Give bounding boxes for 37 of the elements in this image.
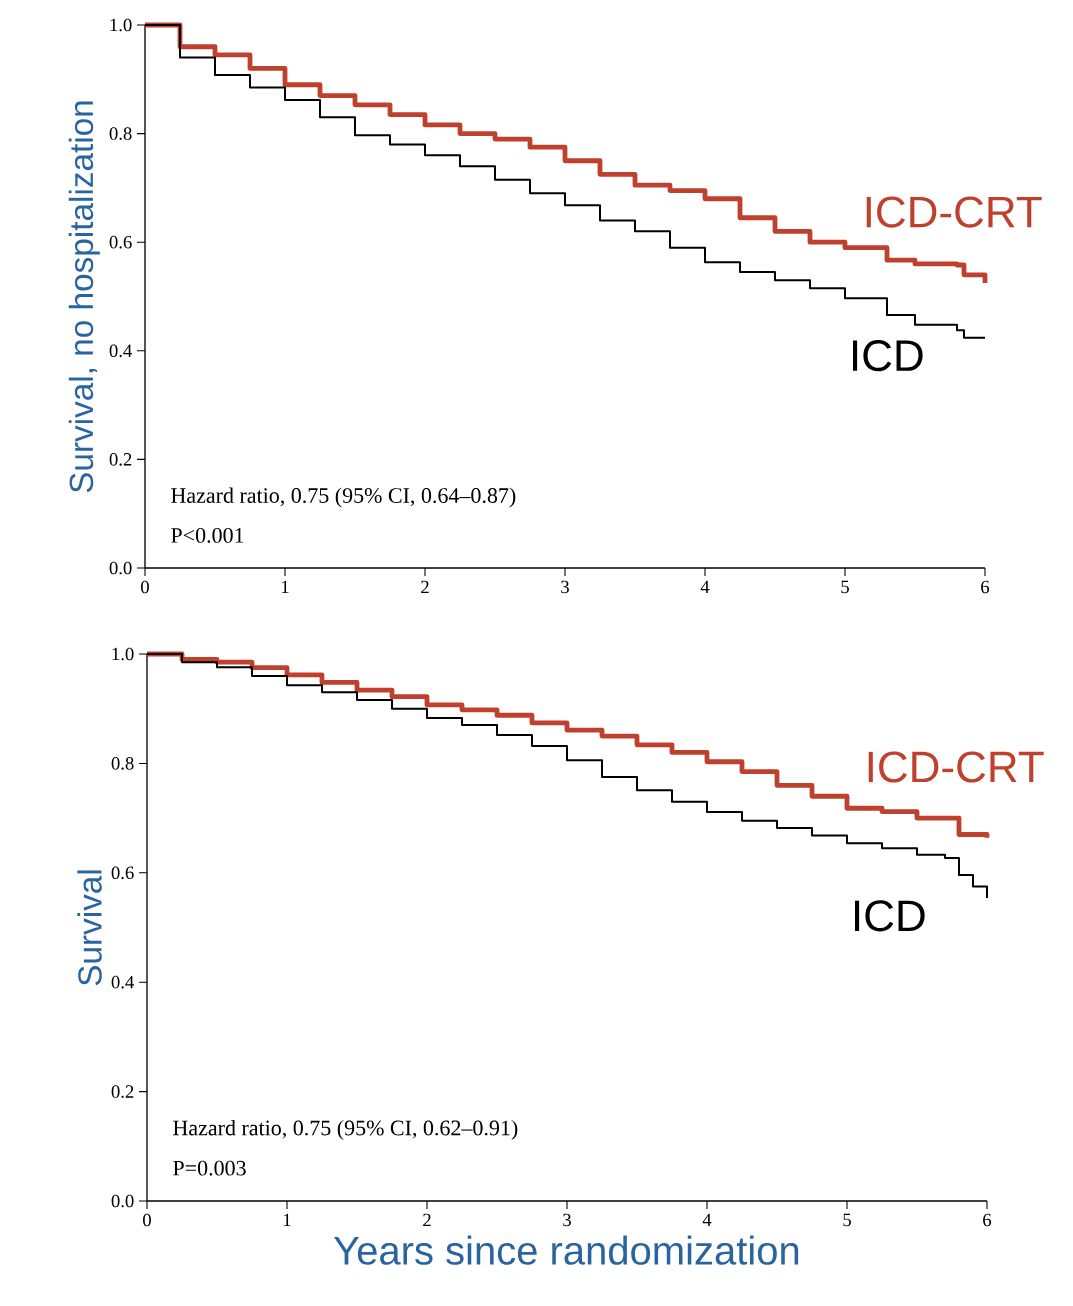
x-tick-label: 2 <box>421 580 429 594</box>
x-tick-label: 5 <box>841 580 849 594</box>
x-tick-label: 4 <box>700 580 710 593</box>
annotation: Hazard ratio, 0.75 (95% CI, 0.64–0.87) <box>171 487 516 508</box>
x-tick-label: 6 <box>981 580 990 594</box>
y-tick-label: 0.2 <box>111 1085 134 1098</box>
x-tick-label: 0 <box>141 580 149 594</box>
y-axis-title: Survival, no hospitalization <box>68 101 100 493</box>
y-tick-label: 0.2 <box>109 453 132 466</box>
y-tick-label: 1.0 <box>110 18 132 32</box>
x-tick-label: 6 <box>983 1213 992 1227</box>
x-tick-label: 0 <box>143 1213 151 1227</box>
annotation: P<0.001 <box>171 527 244 543</box>
x-axis-title: Years since randomization <box>334 1235 799 1265</box>
annotation: Hazard ratio, 0.75 (95% CI, 0.62–0.91) <box>173 1119 518 1140</box>
series-label: ICD <box>855 900 925 932</box>
series-label: ICD <box>853 340 923 372</box>
y-tick-label: 0.0 <box>111 1194 134 1208</box>
y-tick-label: 0.8 <box>111 757 134 770</box>
y-tick-label: 1.0 <box>112 647 134 661</box>
y-tick-label: 0.4 <box>109 344 133 358</box>
x-tick-label: 3 <box>561 580 569 594</box>
y-tick-label: 0.6 <box>109 235 132 249</box>
series-label: ICD-CRT <box>866 196 1042 228</box>
x-tick-label: 3 <box>563 1213 571 1227</box>
x-tick-label: 5 <box>843 1213 851 1227</box>
series-label: ICD-CRT <box>868 751 1044 783</box>
x-tick-label: 4 <box>702 1213 712 1227</box>
y-tick-label: 0.8 <box>109 127 132 140</box>
annotation: P=0.003 <box>173 1160 246 1176</box>
y-tick-label: 0.6 <box>111 866 134 880</box>
x-tick-label: 2 <box>423 1213 431 1227</box>
x-tick-label: 1 <box>283 1213 291 1227</box>
x-tick-label: 1 <box>281 580 289 594</box>
y-axis-title: Survival <box>77 870 102 986</box>
y-tick-label: 0.0 <box>109 561 132 575</box>
y-tick-label: 0.4 <box>111 975 135 989</box>
